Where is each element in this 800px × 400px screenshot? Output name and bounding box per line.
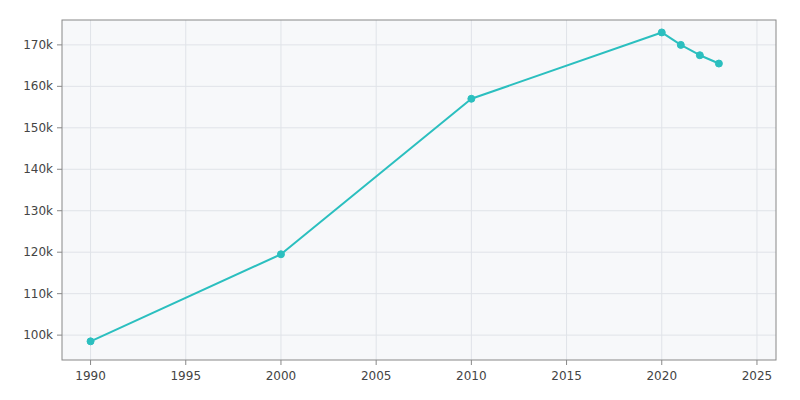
y-tick-label: 110k <box>23 287 53 301</box>
point-marker <box>677 41 684 48</box>
x-tick-label: 2025 <box>742 369 773 383</box>
x-tick-label: 2005 <box>361 369 392 383</box>
data-layer <box>87 29 722 345</box>
y-tick <box>57 210 62 211</box>
x-tick-label: 1990 <box>75 369 106 383</box>
x-grid-line <box>756 20 757 360</box>
plot-frame <box>62 20 776 360</box>
y-grid-line <box>62 169 776 170</box>
y-grid-line <box>62 44 776 45</box>
x-tick-label: 2015 <box>551 369 582 383</box>
chart-container: 1990 1995 2000 2005 2010 2015 2020 2025 100k 110k… <box>0 0 800 400</box>
plot-background <box>62 20 776 360</box>
x-grid-line <box>376 20 377 360</box>
y-tick-label: 130k <box>23 204 53 218</box>
x-grid-line <box>185 20 186 360</box>
x-tick <box>756 360 757 365</box>
x-tick-label: 2020 <box>646 369 677 383</box>
y-tick <box>57 252 62 253</box>
y-tick <box>57 335 62 336</box>
x-tick-label: 2010 <box>456 369 487 383</box>
tick-labels: 1990 1995 2000 2005 2010 2015 2020 2025 100k 110k… <box>23 38 772 383</box>
chart-svg: 1990 1995 2000 2005 2010 2015 2020 2025 100k 110k… <box>0 0 800 400</box>
x-grid-line <box>90 20 91 360</box>
y-tick <box>57 169 62 170</box>
y-grid-line <box>62 127 776 128</box>
x-tick <box>661 360 662 365</box>
x-tick-label: 2000 <box>266 369 297 383</box>
x-grid-line <box>661 20 662 360</box>
point-marker <box>277 251 284 258</box>
y-grid-line <box>62 335 776 336</box>
y-tick-label: 150k <box>23 121 53 135</box>
point-marker <box>715 60 722 67</box>
point-marker <box>696 52 703 59</box>
x-tick <box>471 360 472 365</box>
y-grid-line <box>62 210 776 211</box>
y-tick <box>57 127 62 128</box>
y-grid-line <box>62 252 776 253</box>
x-grid-line <box>566 20 567 360</box>
x-grid-line <box>471 20 472 360</box>
y-grid-line <box>62 293 776 294</box>
grid <box>57 20 776 365</box>
point-marker <box>468 95 475 102</box>
series-line <box>91 32 719 341</box>
y-tick-label: 140k <box>23 162 53 176</box>
x-tick <box>185 360 186 365</box>
y-tick <box>57 44 62 45</box>
x-tick <box>90 360 91 365</box>
y-tick <box>57 293 62 294</box>
point-marker <box>658 29 665 36</box>
x-grid-line <box>280 20 281 360</box>
x-tick-label: 1995 <box>170 369 201 383</box>
y-tick-label: 160k <box>23 79 53 93</box>
y-grid-line <box>62 86 776 87</box>
x-tick <box>566 360 567 365</box>
y-tick-label: 120k <box>23 245 53 259</box>
x-tick <box>280 360 281 365</box>
y-tick <box>57 86 62 87</box>
point-marker <box>87 338 94 345</box>
y-tick-label: 100k <box>23 328 53 342</box>
x-tick <box>376 360 377 365</box>
y-tick-label: 170k <box>23 38 53 52</box>
